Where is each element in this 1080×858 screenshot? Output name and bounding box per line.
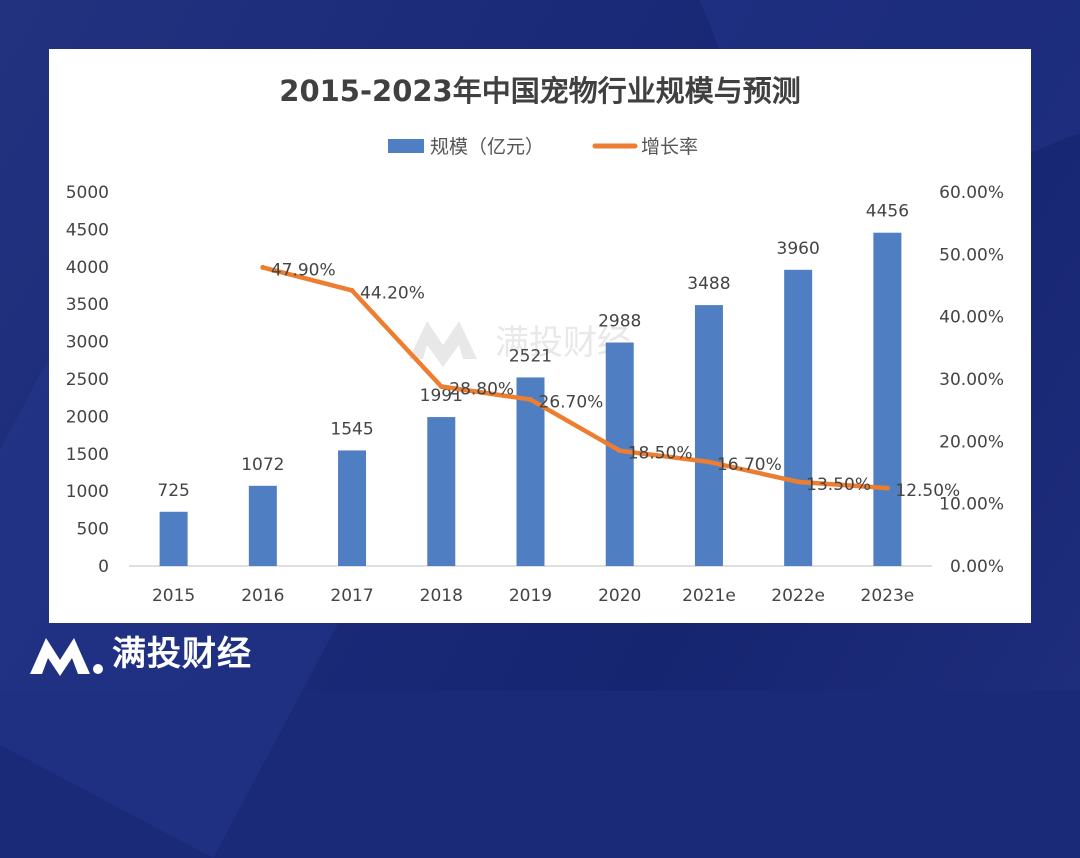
growth-line-series [260, 264, 890, 491]
y-right-tick-label: 50.00% [939, 245, 1004, 265]
growth-value-label: 18.50% [628, 444, 693, 464]
bar-value-label: 2521 [509, 346, 552, 366]
x-tick-label: 2015 [152, 586, 195, 606]
bar [427, 417, 456, 566]
growth-value-label: 16.70% [717, 455, 782, 475]
bar [694, 305, 723, 566]
x-tick-label: 2018 [420, 586, 463, 606]
bar [605, 342, 634, 566]
y-left-tick-label: 2000 [66, 407, 109, 427]
growth-value-label: 28.80% [449, 379, 514, 399]
growth-point [349, 287, 355, 293]
growth-point [528, 397, 533, 403]
x-tick-label: 2020 [598, 586, 641, 606]
bar [516, 377, 545, 566]
x-tick-label: 2022e [771, 586, 825, 606]
legend-label-growth: 增长率 [641, 136, 698, 158]
growth-value-label: 12.50% [895, 481, 960, 501]
legend-label-scale: 规模（亿元） [430, 136, 544, 158]
bar-value-label: 1072 [241, 455, 284, 475]
left-axis: 0 500 1000 1500 2000 2500 3000 3500 4000 4500 5000 [66, 183, 109, 577]
growth-point [706, 459, 712, 465]
y-left-tick-label: 4500 [66, 220, 109, 240]
y-right-tick-label: 10.00% [939, 495, 1004, 515]
x-tick-label: 2023e [861, 586, 915, 606]
y-right-tick-label: 30.00% [939, 370, 1004, 390]
y-left-tick-label: 3500 [66, 295, 109, 315]
bar [248, 485, 277, 566]
bar-value-label: 1545 [330, 419, 373, 439]
y-left-tick-label: 1500 [66, 445, 109, 465]
bar [784, 269, 813, 566]
bar-series [159, 232, 902, 566]
right-axis: 0.00% 10.00% 20.00% 30.00% 40.00% 50.00% 60.00… [939, 183, 1004, 577]
legend: 规模（亿元） 增长率 [388, 136, 698, 158]
chart-title: 2015-2023年中国宠物行业规模与预测 [279, 74, 800, 108]
y-right-tick-label: 60.00% [939, 183, 1004, 203]
x-axis: 2015 2016 2017 2018 2019 2020 2021e 2022e 2023e [152, 586, 914, 606]
growth-value-label: 26.70% [539, 393, 604, 413]
x-tick-label: 2016 [241, 586, 284, 606]
x-tick-label: 2017 [330, 586, 373, 606]
bar-data-labels: 725 1072 1545 1991 2521 2988 3488 3960 4456 [157, 202, 909, 501]
y-left-tick-label: 0 [98, 557, 109, 577]
growth-value-label: 44.20% [360, 283, 425, 303]
x-tick-label: 2021e [682, 586, 736, 606]
growth-data-labels: 47.90% 44.20% 28.80% 26.70% 18.50% 16.70% 13.5… [271, 260, 960, 501]
bar-value-label: 725 [157, 481, 189, 501]
bar-value-label: 2988 [598, 311, 641, 331]
y-left-tick-label: 2500 [66, 370, 109, 390]
growth-value-label: 13.50% [806, 475, 871, 495]
brand-name: 满投财经 [112, 634, 252, 674]
watermark-logo-icon [409, 321, 477, 367]
bar-value-label: 4456 [866, 202, 909, 222]
bar-value-label: 3488 [687, 274, 730, 294]
bar-value-label: 1991 [420, 386, 463, 406]
bar [159, 511, 188, 566]
chart-svg: 2015-2023年中国宠物行业规模与预测 规模（亿元） 增长率 满投财经 0 5… [66, 74, 1004, 606]
brand-logo-icon [30, 638, 103, 676]
y-left-tick-label: 5000 [66, 183, 109, 203]
growth-point [617, 448, 623, 454]
y-left-tick-label: 3000 [66, 333, 109, 353]
y-right-tick-label: 40.00% [939, 308, 1004, 328]
x-tick-label: 2019 [509, 586, 552, 606]
y-left-tick-label: 500 [77, 520, 109, 540]
growth-line [260, 265, 890, 491]
growth-point [795, 479, 801, 485]
y-right-tick-label: 0.00% [950, 557, 1004, 577]
y-left-tick-label: 4000 [66, 258, 109, 278]
chart-panel: 2015-2023年中国宠物行业规模与预测 规模（亿元） 增长率 满投财经 0 5… [49, 49, 1031, 623]
growth-point [438, 383, 444, 389]
growth-point [260, 264, 266, 270]
growth-value-label: 47.90% [271, 260, 336, 280]
bar [873, 232, 902, 566]
growth-point [884, 485, 890, 491]
watermark: 满投财经 [409, 321, 631, 367]
bar [338, 450, 367, 566]
bar-value-label: 3960 [777, 239, 820, 259]
y-left-tick-label: 1000 [66, 482, 109, 502]
y-right-tick-label: 20.00% [939, 432, 1004, 452]
legend-bar-swatch [388, 139, 424, 153]
